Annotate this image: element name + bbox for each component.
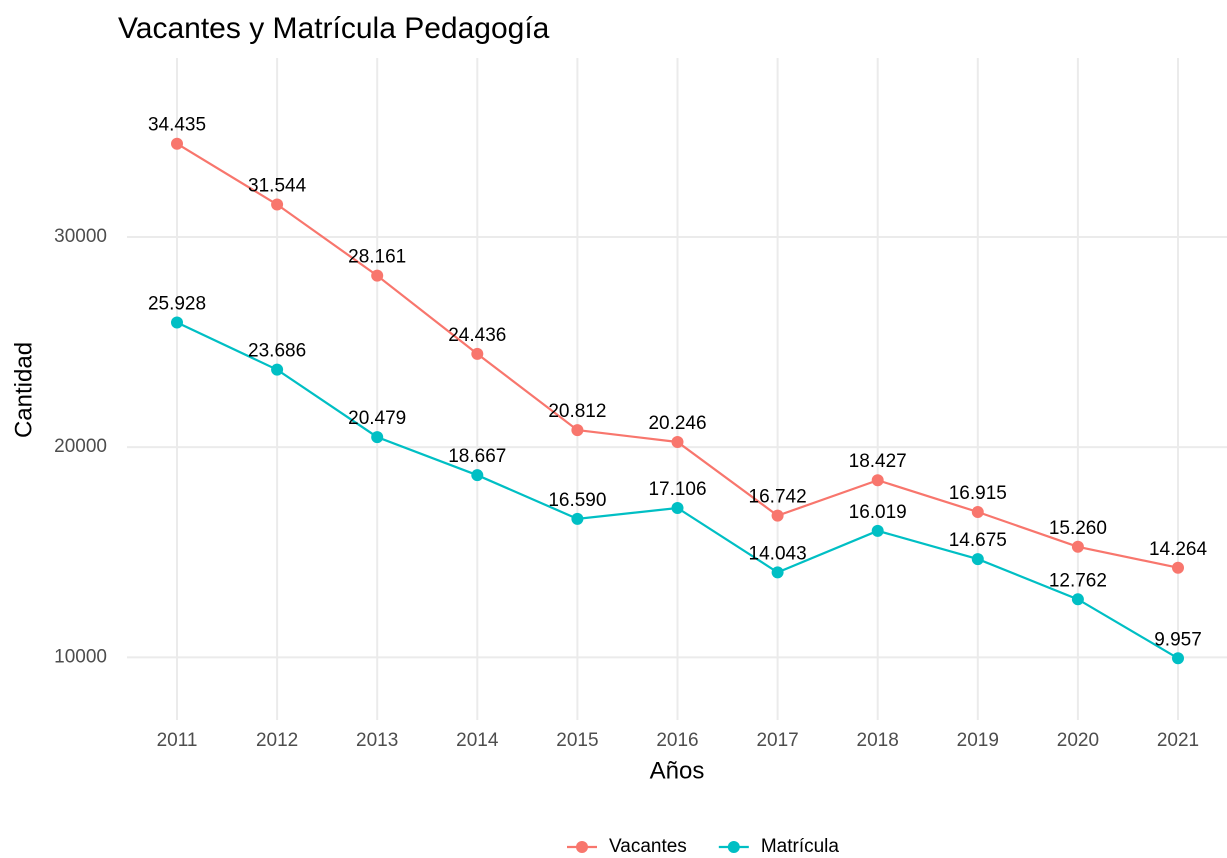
data-point (371, 431, 384, 444)
value-label: 31.544 (248, 176, 307, 197)
value-label: 12.762 (1049, 570, 1107, 591)
value-label: 18.427 (849, 451, 907, 472)
value-label: 14.675 (949, 530, 1007, 551)
data-point (971, 553, 984, 566)
x-tick-label: 2013 (356, 730, 398, 751)
value-label: 24.436 (448, 325, 506, 346)
data-point (1172, 561, 1184, 574)
x-tick-label: 2019 (957, 730, 999, 751)
x-tick-label: 2015 (556, 730, 598, 751)
value-label: 20.479 (348, 408, 406, 429)
data-point (471, 347, 484, 360)
data-point (571, 512, 584, 525)
data-point (171, 316, 183, 329)
value-label: 18.667 (448, 446, 506, 467)
legend-label: Vacantes (609, 836, 687, 857)
data-point (971, 506, 984, 519)
data-point (1071, 593, 1084, 606)
value-label: 14.043 (749, 543, 807, 564)
data-point (171, 137, 183, 150)
legend-label: Matrícula (761, 836, 840, 857)
y-axis-title: Cantidad (10, 342, 37, 438)
data-point (871, 474, 884, 487)
value-label: 16.019 (849, 502, 907, 523)
value-label: 34.435 (148, 115, 206, 136)
x-tick-label: 2012 (256, 730, 298, 751)
value-label: 28.161 (348, 247, 406, 268)
data-point (271, 363, 284, 376)
x-tick-label: 2021 (1157, 730, 1199, 751)
data-point (871, 524, 884, 537)
y-tick-label: 10000 (54, 646, 107, 667)
value-label: 17.106 (648, 479, 706, 500)
data-point (371, 269, 384, 282)
value-label: 16.742 (749, 487, 807, 508)
value-label: 16.915 (949, 483, 1007, 504)
data-point (1172, 652, 1184, 665)
data-point (771, 566, 784, 579)
y-tick-label: 30000 (54, 226, 107, 247)
value-label: 14.264 (1149, 539, 1208, 560)
y-tick-label: 20000 (54, 436, 107, 457)
value-label: 23.686 (248, 341, 306, 362)
data-point (1071, 540, 1084, 553)
value-label: 16.590 (548, 490, 606, 511)
chart-title: Vacantes y Matrícula Pedagogía (118, 12, 550, 45)
value-label: 9.957 (1154, 629, 1202, 650)
value-label: 20.812 (548, 401, 606, 422)
data-point (771, 509, 784, 522)
x-tick-label: 2020 (1057, 730, 1099, 751)
x-axis-title: Años (650, 757, 705, 784)
data-point (671, 501, 684, 514)
data-point (571, 424, 584, 437)
data-point (671, 435, 684, 448)
x-tick-label: 2017 (756, 730, 798, 751)
x-tick-label: 2018 (857, 730, 899, 751)
data-point (471, 469, 484, 482)
data-point (271, 198, 284, 211)
x-tick-label: 2011 (157, 730, 198, 751)
x-tick-label: 2016 (656, 730, 698, 751)
value-label: 15.260 (1049, 518, 1107, 539)
x-tick-label: 2014 (456, 730, 499, 751)
value-label: 25.928 (148, 294, 206, 315)
value-label: 20.246 (648, 413, 706, 434)
legend-key (727, 841, 740, 853)
legend-key (576, 841, 588, 853)
